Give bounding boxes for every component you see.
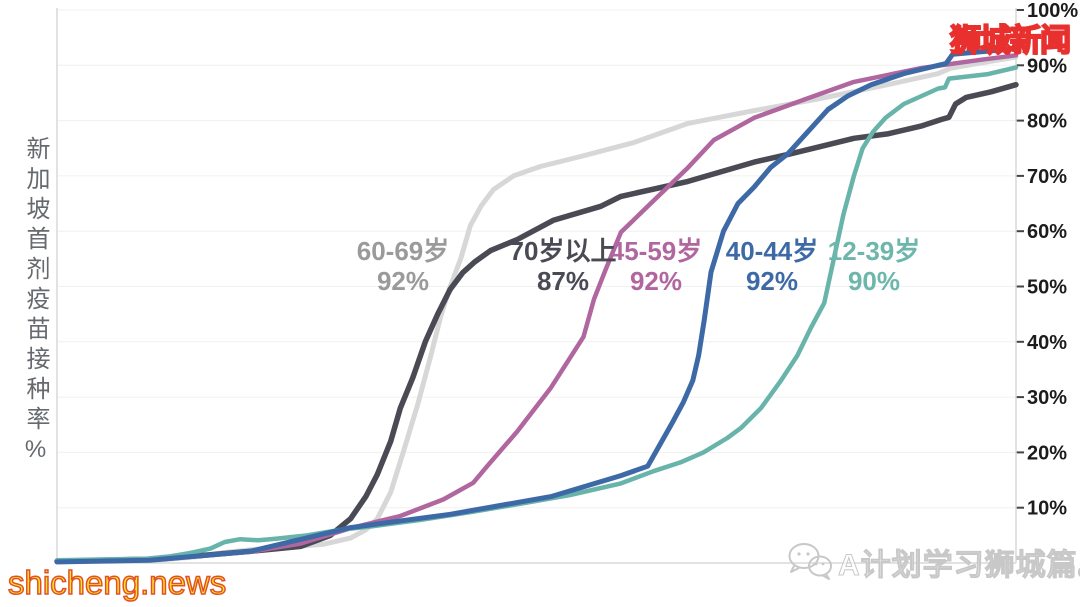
y-tick-label: 80% bbox=[1027, 111, 1067, 133]
watermark: A计划学习狮城篇。 bbox=[786, 540, 1080, 584]
series-line-age-12-39 bbox=[54, 65, 1019, 563]
series-label-value: 92% bbox=[629, 266, 683, 296]
series-label-12-39岁: 12-39岁 90% bbox=[828, 236, 921, 296]
series-line-age-40-44 bbox=[54, 46, 1019, 565]
series-label-name: 60-69岁 bbox=[356, 236, 450, 266]
y-tick-label: 90% bbox=[1027, 55, 1067, 77]
wechat-icon bbox=[788, 543, 832, 580]
y-axis-title: 新加坡首剂疫苗接种率% bbox=[22, 136, 49, 469]
series-label-value: 87% bbox=[536, 266, 590, 296]
y-tick-label: 40% bbox=[1027, 332, 1067, 354]
series-label-60-69岁: 60-69岁 92% bbox=[357, 236, 450, 296]
series-label-name: 70岁以上 bbox=[509, 236, 617, 266]
series-label-45-59岁: 45-59岁 92% bbox=[610, 236, 703, 296]
y-tick-label: 70% bbox=[1027, 166, 1067, 188]
watermark-text: A计划学习狮城篇。 bbox=[838, 549, 1080, 583]
series-label-70岁以上: 70岁以上 87% bbox=[510, 236, 617, 296]
series-label-40-44岁: 40-44岁 92% bbox=[726, 236, 819, 296]
series-line-age-70-plus bbox=[54, 81, 1019, 565]
series-label-value: 92% bbox=[376, 266, 430, 296]
y-tick-label: 60% bbox=[1027, 221, 1067, 243]
site-url: shicheng.news bbox=[7, 563, 227, 602]
y-tick-label: 20% bbox=[1027, 442, 1067, 464]
series-label-name: 45-59岁 bbox=[609, 236, 703, 266]
y-tick-label: 100% bbox=[1027, 0, 1078, 22]
brand-badge: 狮城新闻 bbox=[949, 22, 1072, 59]
series-label-value: 92% bbox=[745, 266, 799, 296]
series-label-name: 40-44岁 bbox=[725, 236, 819, 266]
series-label-value: 90% bbox=[847, 266, 901, 296]
y-tick-label: 10% bbox=[1027, 498, 1067, 520]
y-tick-label: 50% bbox=[1027, 277, 1067, 299]
y-tick-label: 30% bbox=[1027, 387, 1067, 409]
series-label-name: 12-39岁 bbox=[827, 236, 921, 266]
